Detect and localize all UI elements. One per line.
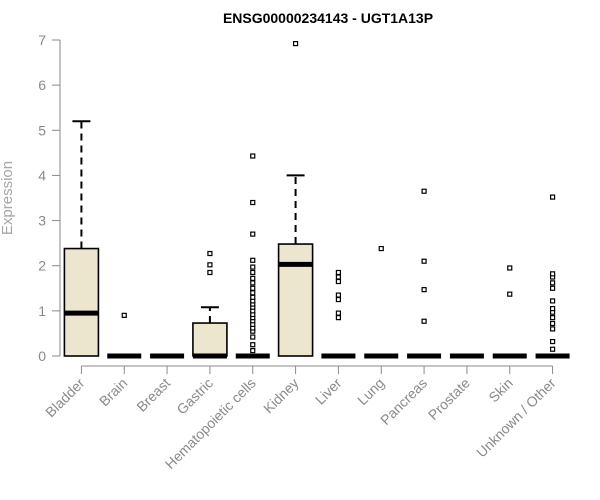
y-tick-label: 5 bbox=[38, 122, 46, 138]
box-kidney bbox=[277, 41, 314, 357]
y-tick-label: 4 bbox=[38, 167, 46, 183]
outlier-point bbox=[250, 153, 256, 159]
outlier-point bbox=[549, 306, 556, 312]
outlier-point bbox=[421, 188, 427, 194]
boxes-group bbox=[63, 41, 570, 359]
box-unknown-other bbox=[535, 194, 570, 359]
outlier-point bbox=[335, 278, 342, 285]
outlier-point bbox=[335, 310, 342, 316]
outlier-point bbox=[250, 285, 256, 291]
y-tick-label: 1 bbox=[38, 303, 46, 319]
box-lung bbox=[364, 245, 399, 359]
outlier-point bbox=[549, 315, 556, 321]
box-gastric bbox=[192, 250, 228, 359]
box-hematopoietic-cells bbox=[235, 153, 270, 359]
outlier-point bbox=[250, 275, 256, 281]
outlier-point bbox=[292, 41, 299, 47]
y-tick-label: 0 bbox=[38, 348, 46, 364]
box-bladder bbox=[63, 120, 100, 357]
outlier-point bbox=[549, 285, 556, 291]
outlier-point bbox=[335, 269, 342, 276]
y-tick-label: 7 bbox=[38, 32, 46, 48]
outlier-point bbox=[250, 199, 256, 206]
box-pancreas bbox=[407, 188, 442, 359]
outlier-point bbox=[250, 294, 256, 300]
outlier-point bbox=[207, 262, 213, 268]
outlier-point bbox=[335, 274, 342, 280]
y-axis: 0 1 2 3 4 5 6 7 bbox=[38, 32, 61, 364]
outlier-point bbox=[549, 280, 556, 286]
x-tick-label: Prostate bbox=[425, 375, 473, 423]
outlier-point bbox=[250, 347, 256, 354]
outlier-point bbox=[335, 296, 342, 303]
outlier-point bbox=[121, 312, 127, 318]
outlier-point bbox=[507, 265, 513, 271]
outlier-point bbox=[207, 250, 213, 257]
x-tick-label: Breast bbox=[133, 375, 173, 415]
outlier-point bbox=[250, 290, 256, 296]
y-axis-label: Expression bbox=[0, 161, 16, 235]
x-tick-label: Skin bbox=[485, 375, 516, 406]
box-body bbox=[277, 243, 314, 357]
x-tick-label: Pancreas bbox=[377, 375, 430, 428]
outlier-point bbox=[250, 280, 256, 286]
x-tick-label: Gastric bbox=[173, 375, 216, 418]
y-tick-label: 6 bbox=[38, 77, 46, 93]
box-brain bbox=[107, 312, 142, 359]
x-tick-label: Lung bbox=[354, 375, 387, 408]
outlier-point bbox=[335, 315, 342, 321]
outlier-point bbox=[250, 269, 256, 276]
outlier-point bbox=[549, 320, 556, 327]
outlier-point bbox=[250, 342, 256, 348]
x-tick-label: Bladder bbox=[42, 375, 88, 421]
box-body bbox=[192, 322, 228, 357]
outlier-point bbox=[421, 287, 427, 293]
outlier-point bbox=[250, 334, 256, 340]
box-skin bbox=[492, 265, 527, 359]
outlier-point bbox=[549, 298, 556, 304]
outlier-point bbox=[549, 326, 556, 332]
outlier-point bbox=[335, 292, 342, 298]
outlier-point bbox=[549, 194, 556, 200]
outlier-point bbox=[250, 231, 256, 237]
outlier-point bbox=[421, 258, 427, 264]
outlier-point bbox=[207, 269, 213, 276]
x-tick-label: Unknown / Other bbox=[473, 375, 559, 461]
outlier-point bbox=[549, 338, 556, 345]
y-tick-label: 2 bbox=[38, 258, 46, 274]
outlier-point bbox=[549, 346, 556, 352]
outlier-point bbox=[549, 271, 556, 277]
outlier-point bbox=[250, 264, 256, 270]
x-tick-label: Liver bbox=[312, 375, 345, 408]
chart-title: ENSG00000234143 - UGT1A13P bbox=[223, 10, 433, 26]
outlier-point bbox=[378, 245, 384, 252]
outlier-point bbox=[507, 291, 513, 297]
x-tick-label: Brain bbox=[96, 375, 130, 409]
box-liver bbox=[321, 269, 356, 359]
outlier-point bbox=[421, 318, 427, 324]
x-tick-label: Kidney bbox=[260, 375, 302, 417]
box-body bbox=[63, 247, 100, 357]
y-tick-label: 3 bbox=[38, 213, 46, 229]
outlier-point bbox=[250, 257, 256, 263]
